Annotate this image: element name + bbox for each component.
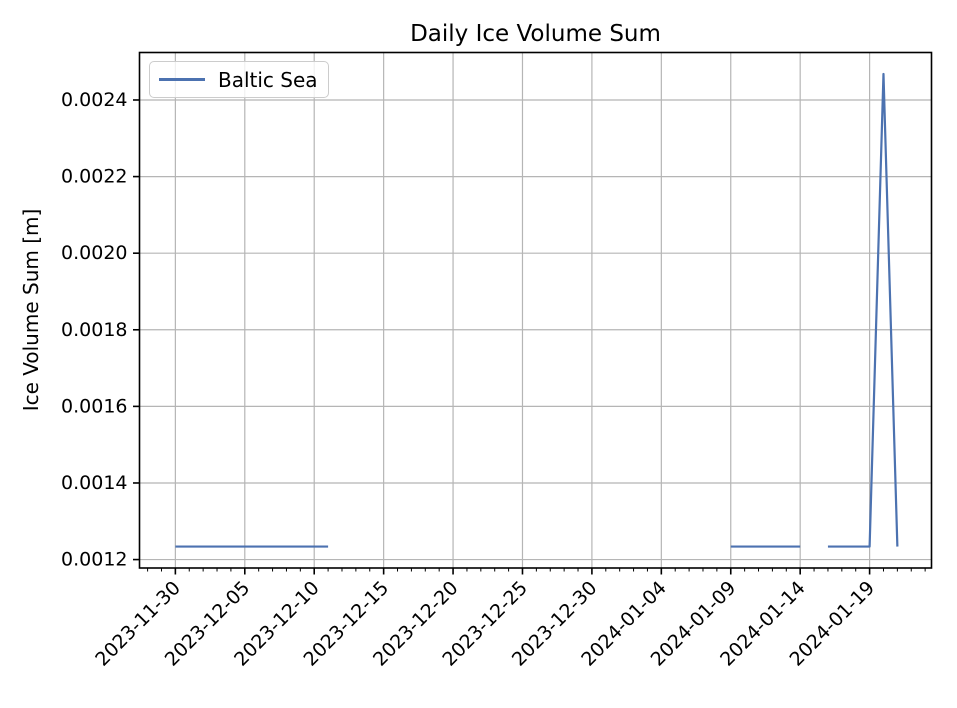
chart-title: Daily Ice Volume Sum (410, 21, 661, 47)
y-tick-label: 0.0022 (61, 166, 127, 188)
plot-border (138, 51, 933, 569)
y-tick-label: 0.0018 (61, 319, 127, 341)
y-tick-label: 0.0014 (61, 472, 127, 494)
legend-entry-label: Baltic Sea (218, 67, 318, 92)
legend: Baltic Sea (149, 61, 329, 98)
y-tick-label: 0.0024 (61, 89, 127, 111)
legend-line-sample-icon (159, 78, 205, 81)
y-tick-label: 0.0020 (61, 242, 127, 264)
y-tick-label: 0.0016 (61, 395, 127, 417)
y-tick-label: 0.0012 (61, 549, 127, 571)
data-line-baltic-sea (827, 72, 899, 548)
y-axis-label: Ice Volume Sum [m] (19, 208, 43, 412)
